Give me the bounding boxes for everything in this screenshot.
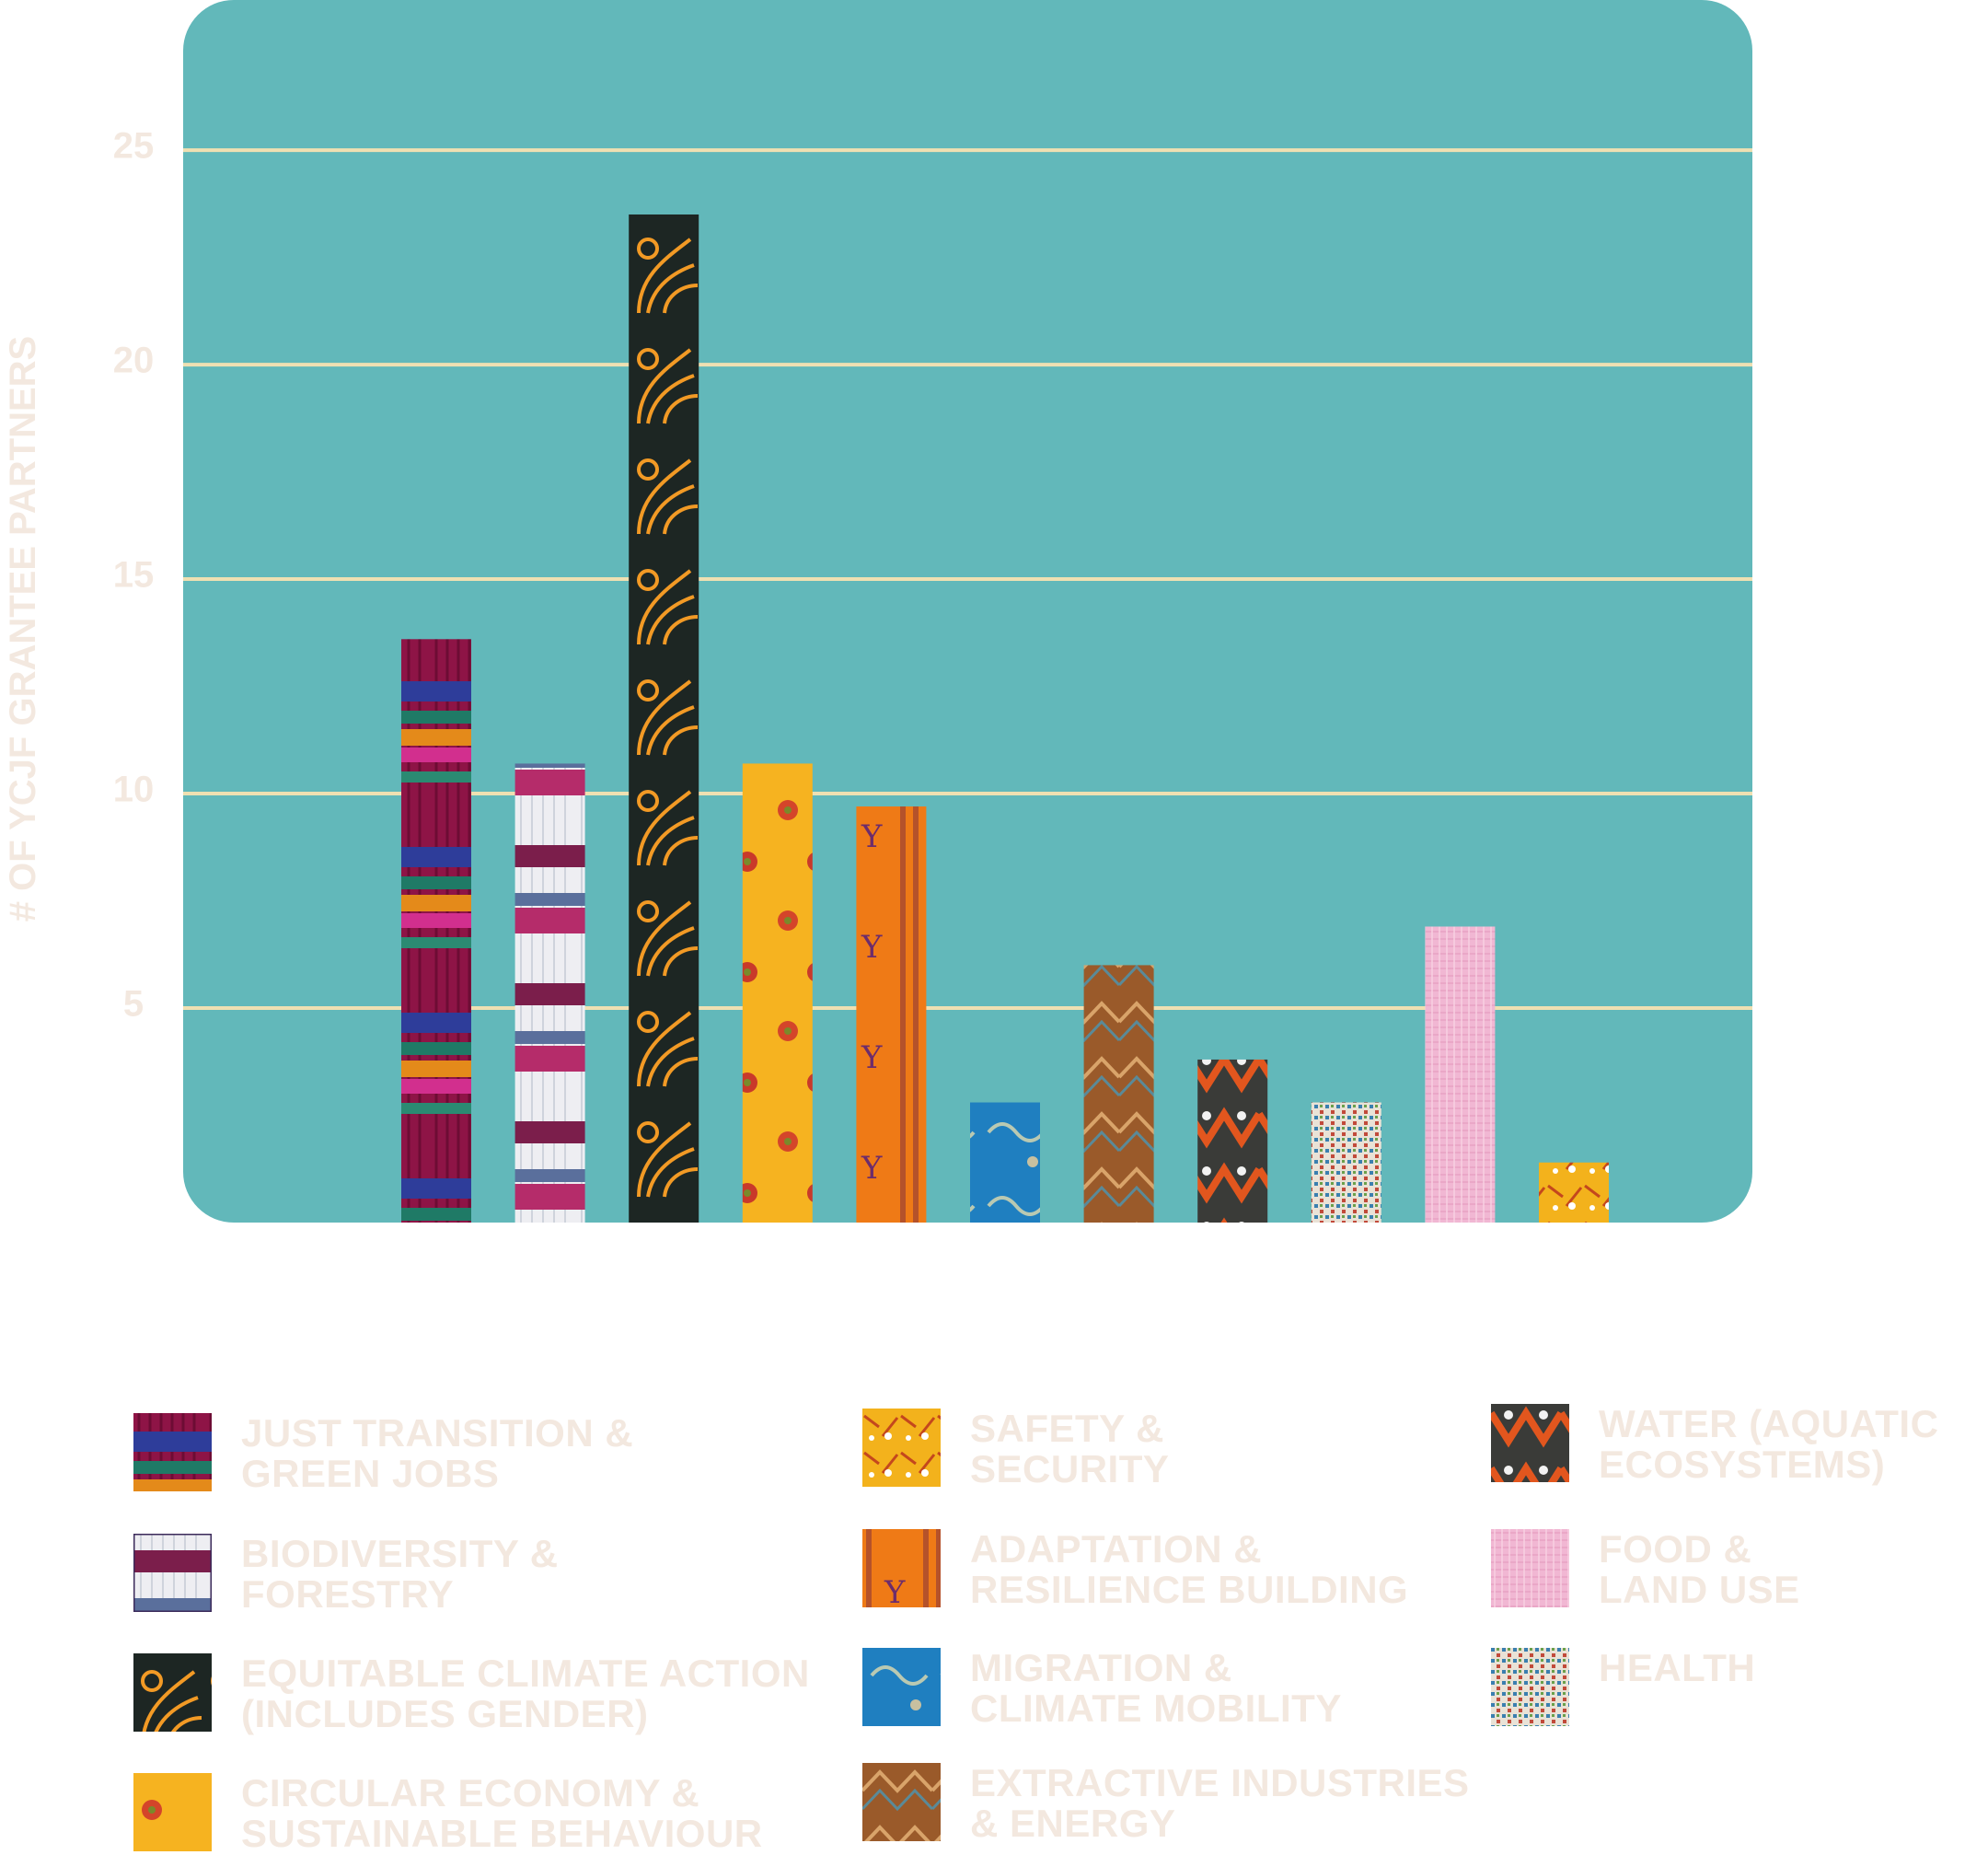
bar-11 (1539, 1162, 1609, 1223)
y-tick-label: 20 (113, 341, 155, 381)
bar-4 (742, 763, 813, 1223)
y-tick-label: 15 (113, 555, 155, 596)
bar-10 (1425, 926, 1496, 1223)
bar-5 (856, 806, 927, 1223)
bar-9 (1311, 1102, 1381, 1223)
y-tick-label: 10 (113, 770, 155, 810)
bar-7 (1083, 965, 1154, 1223)
bar-1 (401, 639, 471, 1223)
bar-2 (514, 763, 585, 1223)
y-axis-label: # OF YCJF GRANTEE PARTNERS (3, 336, 43, 922)
bar-3 (629, 214, 699, 1223)
y-tick-label: 25 (113, 126, 155, 167)
bar-6 (970, 1102, 1040, 1223)
y-tick-label: 5 (123, 984, 144, 1025)
bar-8 (1197, 1059, 1268, 1223)
